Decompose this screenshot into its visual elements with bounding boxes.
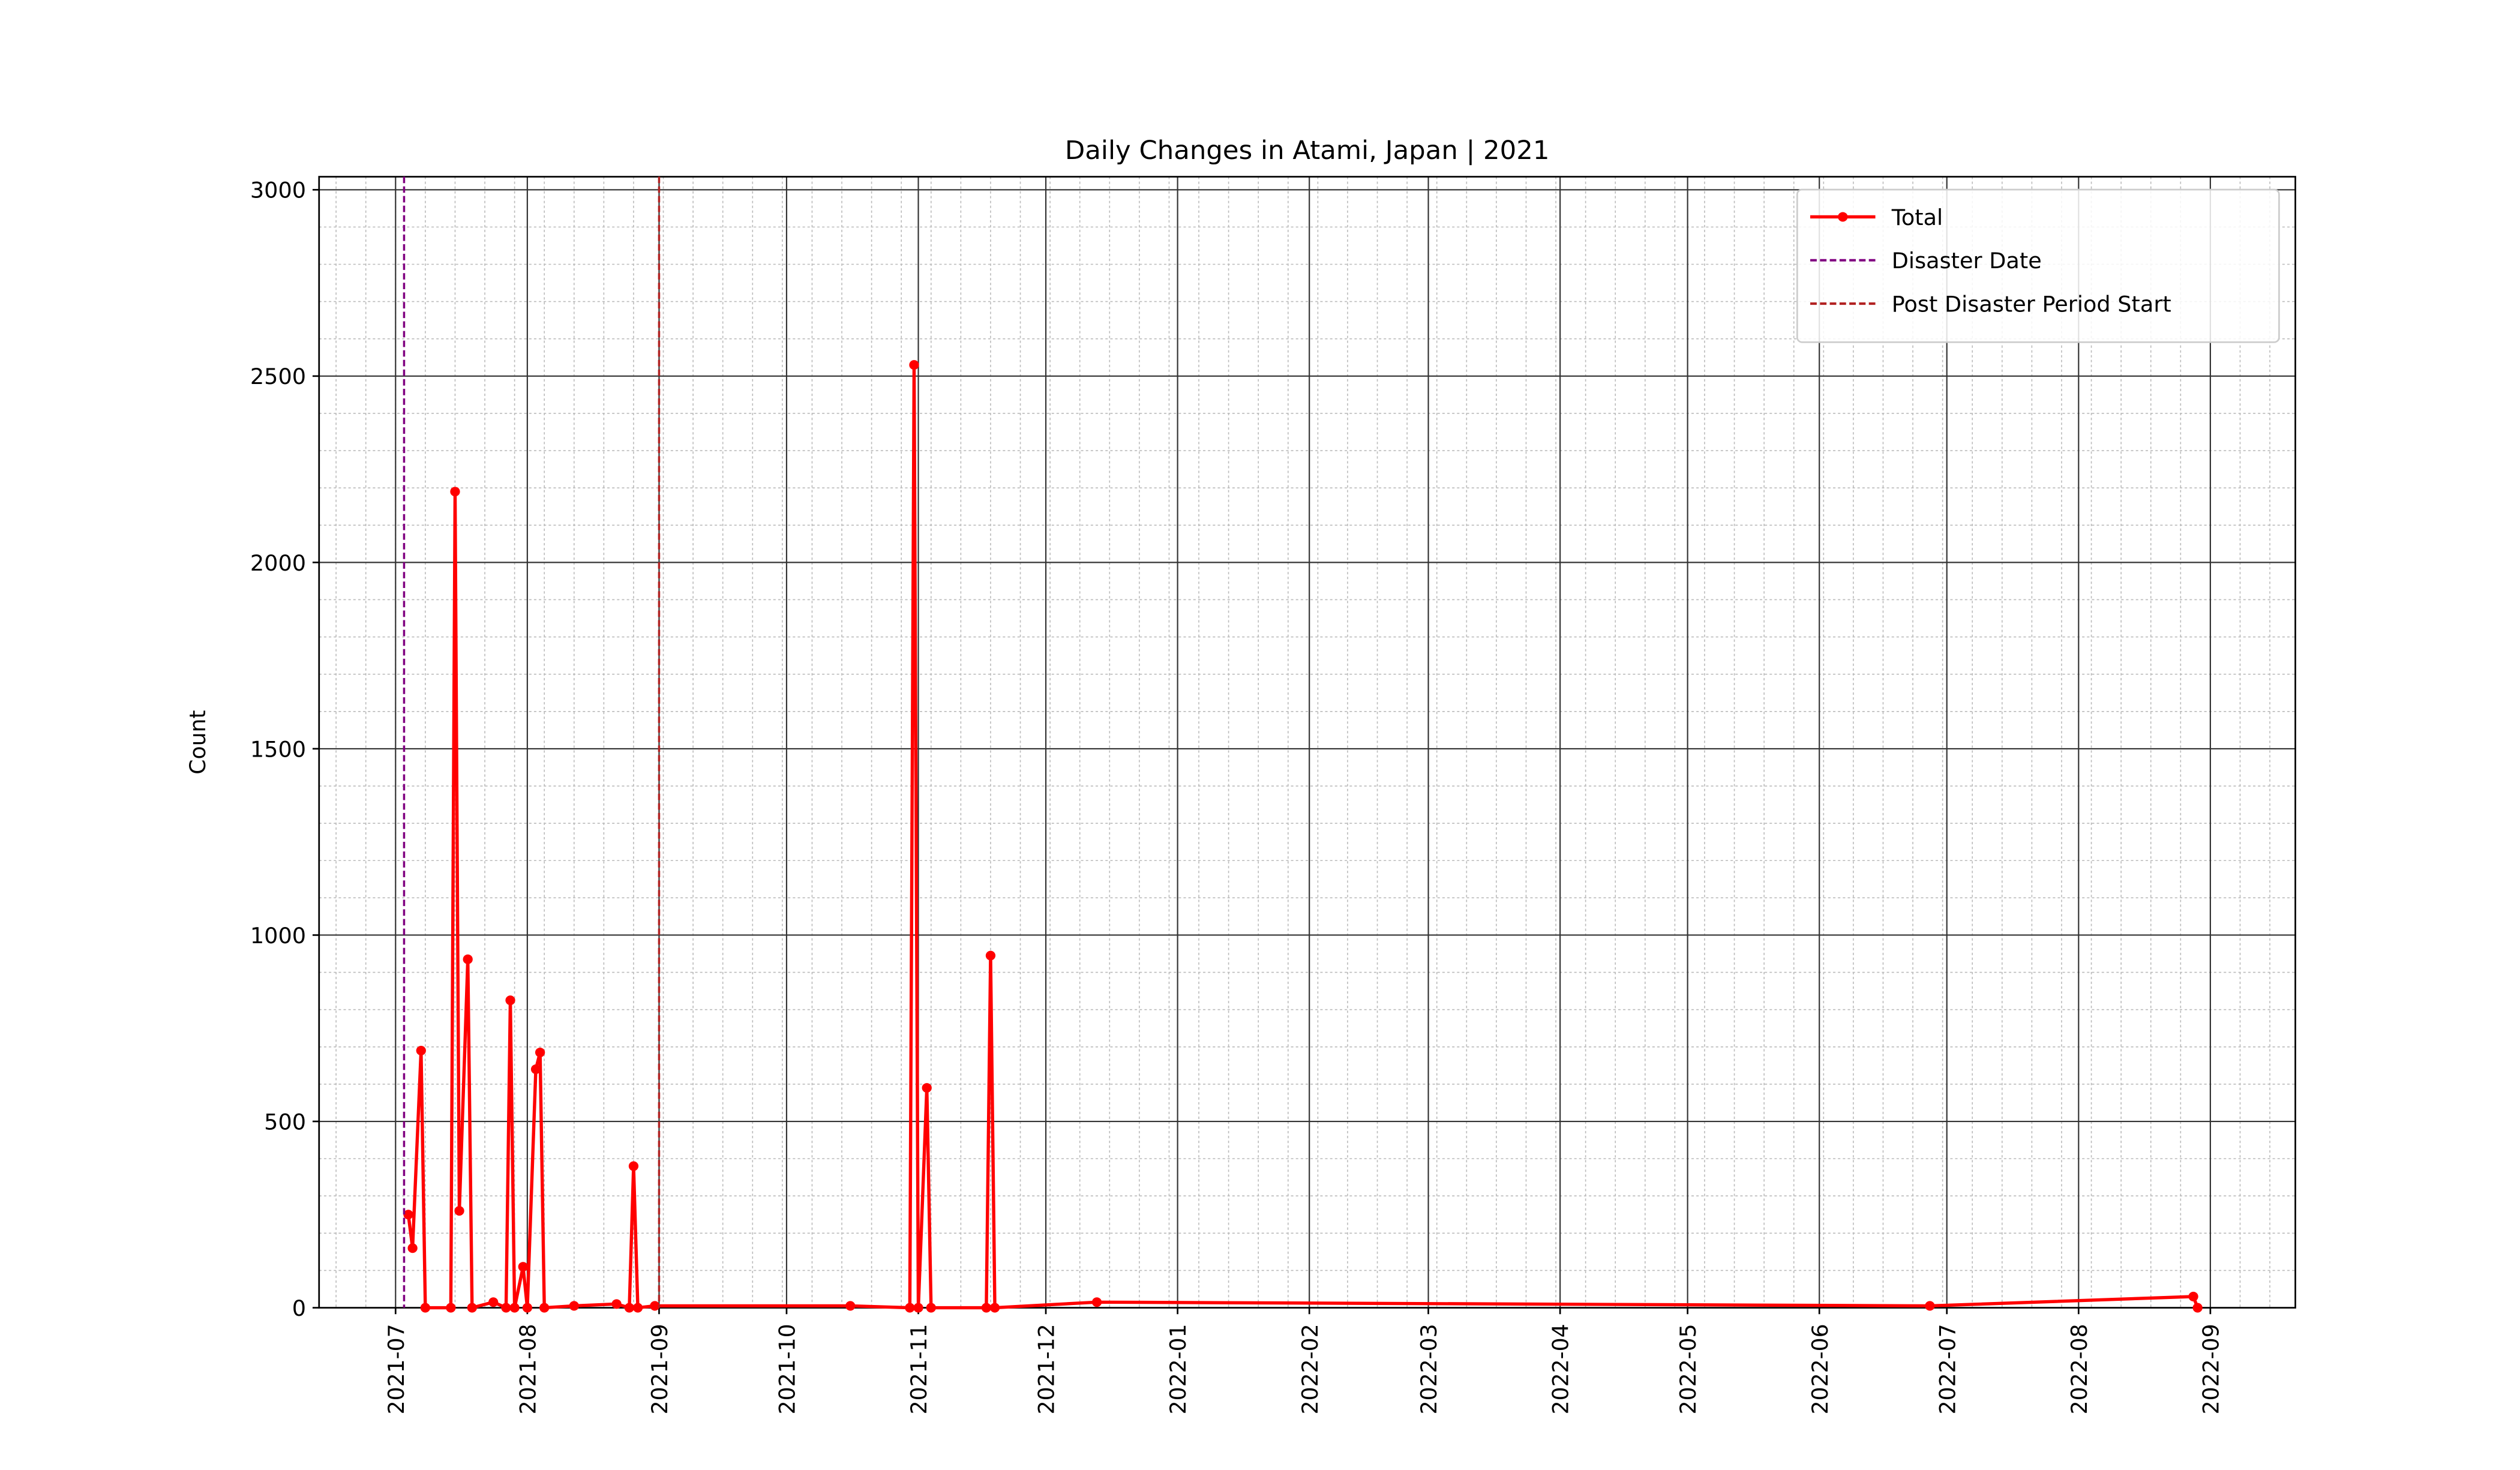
x-tick-label: 2021-10: [774, 1324, 800, 1414]
data-line: [406, 365, 2200, 1310]
data-point: [624, 1303, 635, 1313]
x-axis-label: Date: [1281, 1466, 1334, 1470]
data-point: [985, 950, 996, 961]
legend-swatch-marker: [1838, 212, 1848, 222]
x-tick-label: 2022-07: [1934, 1324, 1960, 1414]
data-point: [530, 1064, 541, 1075]
x-tick-label: 2022-06: [1807, 1324, 1833, 1414]
data-point: [509, 1303, 520, 1313]
data-point: [403, 1210, 413, 1220]
x-tick-label: 2021-07: [383, 1324, 409, 1414]
legend-label: Post Disaster Period Start: [1892, 292, 2171, 317]
chart-title: Daily Changes in Atami, Japan | 2021: [1065, 136, 1550, 166]
data-point: [650, 1301, 660, 1311]
x-tick-label: 2022-01: [1165, 1324, 1191, 1414]
data-point: [463, 954, 473, 964]
x-tick-label: 2022-08: [2066, 1324, 2092, 1414]
data-point: [450, 487, 460, 497]
data-point: [913, 1303, 923, 1313]
data-point: [926, 1303, 936, 1313]
data-point: [1091, 1297, 1102, 1307]
legend-box: [1796, 188, 2280, 343]
data-point: [569, 1301, 579, 1311]
data-point: [420, 1303, 431, 1313]
x-tick-label: 2022-05: [1675, 1324, 1701, 1414]
x-tick-label: 2021-08: [515, 1324, 541, 1414]
data-point: [467, 1303, 477, 1313]
data-point: [488, 1297, 499, 1307]
x-tick-label: 2022-09: [2198, 1324, 2224, 1414]
y-tick-label: 0: [292, 1295, 306, 1321]
legend-label: Total: [1891, 205, 1943, 230]
data-point: [407, 1243, 418, 1253]
x-tick-label: 2022-04: [1547, 1324, 1573, 1414]
data-point: [454, 1206, 464, 1216]
data-point: [522, 1303, 533, 1313]
data-point: [922, 1083, 932, 1093]
data-point: [632, 1303, 643, 1313]
data-point: [518, 1262, 528, 1272]
data-point: [446, 1303, 456, 1313]
data-point: [1925, 1301, 1935, 1311]
x-tick-label: 2022-03: [1416, 1324, 1442, 1414]
data-point: [981, 1303, 992, 1313]
x-tick-label: 2021-09: [647, 1324, 673, 1414]
data-point: [505, 995, 515, 1006]
data-point: [845, 1301, 856, 1311]
data-point: [501, 1303, 511, 1313]
x-tick-label: 2022-02: [1297, 1324, 1323, 1414]
data-point: [628, 1161, 639, 1171]
data-point: [535, 1048, 545, 1058]
x-tick-label: 2021-11: [906, 1324, 932, 1414]
data-point: [2192, 1303, 2203, 1313]
data-point: [2188, 1291, 2198, 1301]
y-tick-label: 2500: [250, 364, 306, 389]
y-tick-label: 1000: [250, 923, 306, 949]
data-point: [539, 1303, 550, 1313]
data-point: [611, 1299, 622, 1309]
legend-label: Disaster Date: [1892, 248, 2042, 274]
data-point: [909, 360, 919, 370]
data-point: [989, 1303, 1000, 1313]
legend: Total Disaster Date Post Disaster Period S…: [1796, 188, 2280, 343]
y-tick-label: 3000: [250, 178, 306, 203]
y-tick-label: 500: [264, 1109, 306, 1135]
y-tick-label: 2000: [250, 550, 306, 576]
data-point: [905, 1303, 915, 1313]
data-point: [416, 1045, 426, 1056]
y-tick-label: 1500: [250, 737, 306, 763]
plot-frame: [318, 176, 2296, 1309]
y-axis-label: Count: [185, 710, 211, 774]
x-tick-label: 2021-12: [1033, 1324, 1059, 1414]
